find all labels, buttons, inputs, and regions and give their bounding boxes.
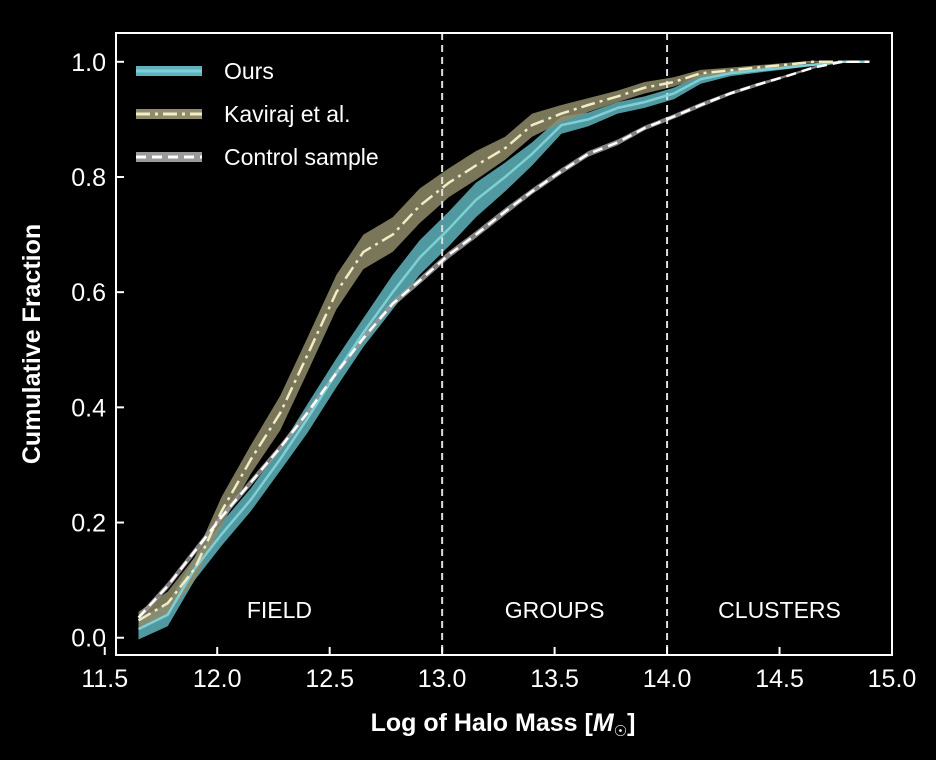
line-series-2 <box>137 60 870 619</box>
y-tick-label-0: 0.0 <box>71 625 106 653</box>
y-tick-label-2: 0.4 <box>71 394 106 422</box>
line-series-0 <box>137 60 870 631</box>
x-tick-label-2: 12.5 <box>305 665 354 693</box>
region-label-clusters: CLUSTERS <box>718 597 841 623</box>
legend-label-1: Kaviraj et al. <box>224 101 351 127</box>
x-axis-ticks: 11.5 12.0 12.5 13.0 13.5 14.0 14.5 15.0 <box>81 647 916 693</box>
series-lines <box>137 60 870 631</box>
x-tick-label-1: 12.0 <box>193 665 242 693</box>
x-tick-label-4: 13.5 <box>530 665 579 693</box>
region-labels: FIELD GROUPS CLUSTERS <box>247 597 841 623</box>
x-tick-label-3: 13.0 <box>418 665 467 693</box>
region-dividers <box>441 33 669 655</box>
y-axis-ticks: 0.0 0.2 0.4 0.6 0.8 1.0 <box>71 49 124 653</box>
legend-label-0: Ours <box>224 58 274 84</box>
y-tick-label-3: 0.6 <box>71 279 106 307</box>
line-series-1 <box>137 60 870 622</box>
x-tick-label-7: 15.0 <box>868 665 917 693</box>
y-tick-label-1: 0.2 <box>71 510 106 538</box>
region-label-groups: GROUPS <box>505 597 605 623</box>
x-tick-label-5: 14.0 <box>643 665 692 693</box>
region-label-field: FIELD <box>247 597 312 623</box>
x-tick-label-0: 11.5 <box>81 665 128 693</box>
legend-label-2: Control sample <box>224 144 379 170</box>
y-tick-label-4: 0.8 <box>71 164 106 192</box>
x-tick-label-6: 14.5 <box>755 665 804 693</box>
y-axis-title: Cumulative Fraction <box>18 224 46 464</box>
solar-symbol: ☉ <box>614 723 627 740</box>
plot-frame <box>115 32 893 656</box>
x-axis-title: Log of Halo Mass [M☉] <box>371 709 636 740</box>
y-tick-label-5: 1.0 <box>71 49 106 77</box>
legend: Ours Kaviraj et al. Control sample <box>136 58 379 170</box>
